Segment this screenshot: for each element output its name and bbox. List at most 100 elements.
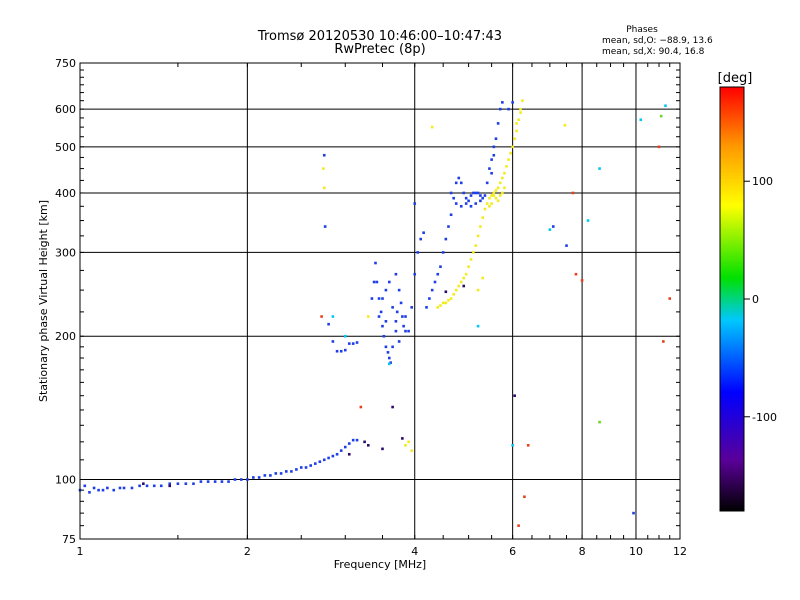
- data-point: [233, 478, 237, 481]
- data-point: [664, 104, 667, 108]
- data-point: [379, 310, 383, 314]
- y-tick-label: 300: [55, 246, 76, 259]
- data-point: [523, 495, 526, 499]
- data-point: [304, 466, 308, 469]
- data-point: [462, 276, 466, 280]
- data-point: [449, 297, 453, 300]
- data-point: [447, 225, 450, 228]
- data-point: [351, 438, 355, 442]
- data-point: [384, 288, 388, 292]
- data-point: [476, 324, 480, 328]
- data-point: [331, 340, 335, 343]
- data-point: [331, 454, 335, 458]
- data-point: [176, 482, 180, 486]
- data-point: [394, 329, 398, 333]
- chart-title: Tromsø 20120530 10:46:00–10:47:43: [257, 29, 502, 44]
- data-point: [469, 204, 473, 208]
- data-point: [374, 261, 377, 265]
- grid-lines: [79, 63, 681, 539]
- data-point: [347, 442, 351, 445]
- plot-frame: [79, 62, 681, 540]
- data-point: [571, 191, 575, 195]
- data-point: [481, 196, 484, 200]
- data-point: [454, 288, 458, 292]
- data-point: [184, 482, 188, 486]
- data-point: [494, 189, 498, 192]
- y-tick-label: 200: [55, 330, 76, 343]
- data-point: [118, 486, 122, 490]
- data-point: [168, 484, 172, 488]
- data-point: [381, 447, 384, 451]
- data-point: [413, 272, 417, 276]
- data-point: [462, 284, 466, 288]
- data-point: [474, 191, 478, 195]
- data-point: [551, 225, 555, 228]
- data-point: [347, 342, 351, 345]
- data-point: [381, 297, 384, 300]
- data-point: [206, 480, 210, 483]
- data-point: [467, 199, 470, 203]
- y-tick-label: 500: [55, 141, 76, 154]
- data-point: [327, 456, 330, 460]
- data-point: [444, 290, 448, 294]
- data-point: [331, 315, 335, 318]
- data-point: [449, 191, 453, 195]
- data-point: [494, 196, 498, 200]
- data-point: [563, 123, 567, 127]
- data-point: [481, 216, 484, 219]
- data-point: [395, 310, 399, 314]
- data-point: [263, 474, 267, 477]
- data-point: [668, 297, 672, 300]
- data-point: [488, 167, 491, 170]
- data-point: [401, 437, 404, 440]
- data-point: [413, 202, 417, 205]
- data-point: [323, 225, 327, 228]
- data-point: [220, 480, 224, 483]
- data-point: [467, 265, 470, 268]
- data-point: [416, 251, 420, 254]
- data-point: [290, 470, 293, 473]
- data-point: [339, 349, 343, 353]
- data-point: [366, 444, 370, 447]
- data-point: [404, 329, 407, 333]
- data-point: [490, 158, 493, 161]
- data-point: [377, 315, 381, 318]
- data-point: [387, 362, 391, 366]
- data-point: [322, 153, 326, 157]
- data-point: [391, 306, 394, 309]
- data-point: [168, 482, 172, 486]
- data-point: [387, 356, 391, 360]
- data-point: [657, 145, 661, 149]
- data-point: [517, 118, 520, 122]
- data-point: [106, 486, 109, 490]
- data-point: [490, 194, 493, 197]
- data-point: [347, 452, 351, 456]
- data-point: [513, 137, 516, 141]
- data-point: [320, 315, 323, 318]
- data-point: [295, 468, 298, 471]
- data-point: [199, 480, 203, 483]
- data-point: [464, 196, 468, 200]
- data-point: [343, 348, 347, 352]
- data-point: [452, 292, 455, 296]
- data-point: [213, 480, 217, 483]
- data-point: [397, 288, 401, 292]
- data-point: [314, 462, 317, 465]
- data-point: [239, 478, 243, 481]
- data-point: [476, 234, 480, 238]
- data-point: [401, 315, 404, 318]
- colorbar-label: [deg]: [718, 71, 753, 86]
- data-point: [639, 118, 643, 122]
- data-point: [457, 176, 461, 180]
- data-point: [515, 122, 518, 125]
- data-point: [274, 472, 278, 475]
- data-point: [580, 279, 584, 282]
- data-point: [490, 202, 493, 205]
- data-point: [498, 194, 502, 197]
- data-point: [318, 460, 322, 464]
- data-point: [496, 122, 500, 125]
- data-point: [492, 145, 496, 149]
- data-point: [327, 322, 330, 326]
- x-tick-label: 10: [629, 545, 643, 558]
